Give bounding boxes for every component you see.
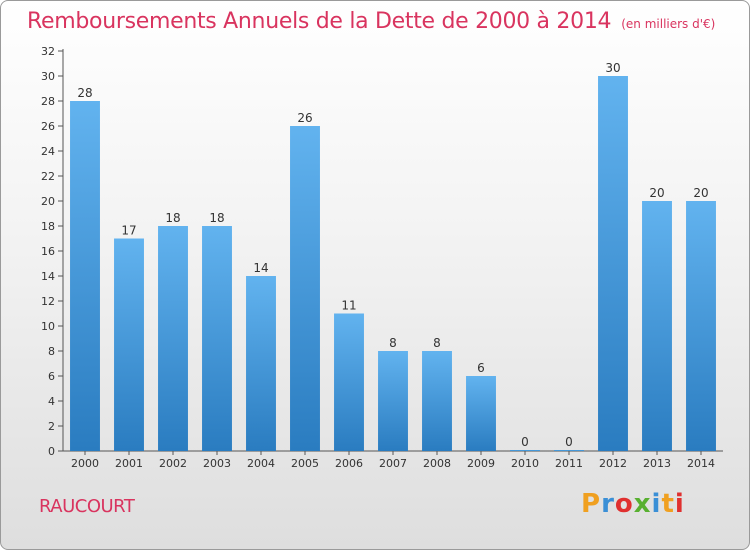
data-label: 20 <box>649 186 664 200</box>
chart-title: Remboursements Annuels de la Dette de 20… <box>27 9 715 34</box>
bar <box>554 450 584 451</box>
data-label: 30 <box>605 61 620 75</box>
y-tick-label: 28 <box>41 95 55 108</box>
bar <box>466 376 496 451</box>
bar <box>686 201 716 451</box>
data-label: 18 <box>165 211 180 225</box>
bar <box>70 101 100 451</box>
proxiti-logo: Proxiti <box>581 489 685 519</box>
x-tick-label: 2007 <box>379 457 407 470</box>
bar <box>202 226 232 451</box>
y-tick-label: 18 <box>41 220 55 233</box>
bar <box>334 313 364 451</box>
y-tick-label: 4 <box>48 395 55 408</box>
x-tick-label: 2014 <box>687 457 715 470</box>
y-tick-label: 30 <box>41 70 55 83</box>
y-tick-label: 14 <box>41 270 55 283</box>
x-tick-label: 2004 <box>247 457 275 470</box>
data-label: 28 <box>77 86 92 100</box>
y-tick-label: 32 <box>41 45 55 58</box>
y-tick-label: 16 <box>41 245 55 258</box>
x-tick-label: 2001 <box>115 457 143 470</box>
x-tick-label: 2000 <box>71 457 99 470</box>
data-label: 8 <box>433 336 441 350</box>
commune-name: RAUCOURT <box>39 496 135 517</box>
logo-letter: i <box>674 489 685 519</box>
bar <box>598 76 628 451</box>
data-label: 0 <box>565 435 573 449</box>
x-tick-label: 2002 <box>159 457 187 470</box>
logo-letter: i <box>651 489 662 519</box>
bar <box>378 351 408 451</box>
data-label: 18 <box>209 211 224 225</box>
bar <box>246 276 276 451</box>
bar <box>642 201 672 451</box>
x-tick-label: 2005 <box>291 457 319 470</box>
title-text: Remboursements Annuels de la Dette de 20… <box>27 9 612 34</box>
x-tick-label: 2010 <box>511 457 539 470</box>
bar <box>158 226 188 451</box>
y-tick-label: 20 <box>41 195 55 208</box>
data-label: 26 <box>297 111 312 125</box>
logo-letter: t <box>661 489 675 519</box>
data-label: 20 <box>693 186 708 200</box>
bar <box>510 450 540 451</box>
logo-letter: P <box>581 489 602 519</box>
x-tick-label: 2003 <box>203 457 231 470</box>
x-tick-label: 2008 <box>423 457 451 470</box>
y-tick-label: 2 <box>48 420 55 433</box>
y-tick-label: 6 <box>48 370 55 383</box>
logo-letter: r <box>601 489 615 519</box>
y-tick-label: 22 <box>41 170 55 183</box>
y-tick-label: 24 <box>41 145 55 158</box>
data-label: 14 <box>253 261 268 275</box>
data-label: 17 <box>121 224 136 238</box>
x-tick-label: 2012 <box>599 457 627 470</box>
bar <box>290 126 320 451</box>
y-tick-label: 0 <box>48 445 55 458</box>
logo-letter: x <box>633 489 652 519</box>
y-tick-label: 12 <box>41 295 55 308</box>
logo-letter: o <box>614 489 634 519</box>
data-label: 8 <box>389 336 397 350</box>
y-tick-label: 26 <box>41 120 55 133</box>
chart-subtitle: (en milliers d'€) <box>621 17 716 31</box>
bar <box>114 238 144 451</box>
data-label: 6 <box>477 361 485 375</box>
y-tick-label: 8 <box>48 345 55 358</box>
data-label: 0 <box>521 435 529 449</box>
y-tick-label: 10 <box>41 320 55 333</box>
x-tick-label: 2013 <box>643 457 671 470</box>
bar <box>422 351 452 451</box>
x-tick-label: 2011 <box>555 457 583 470</box>
data-label: 11 <box>341 299 356 313</box>
x-tick-label: 2006 <box>335 457 363 470</box>
x-tick-label: 2009 <box>467 457 495 470</box>
